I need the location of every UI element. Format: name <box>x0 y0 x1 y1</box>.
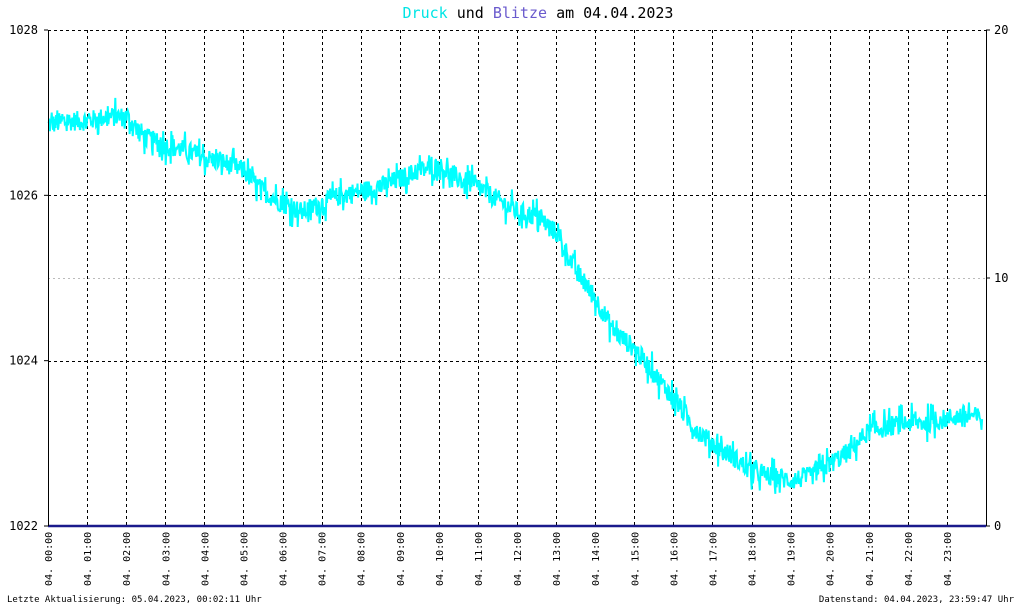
left-axis-tick-label: 1026 <box>9 188 38 202</box>
x-axis-tick-label: 04. 13:00 <box>552 532 563 586</box>
x-axis-tick-label: 04. 12:00 <box>513 532 524 586</box>
x-axis-tick-label: 04. 23:00 <box>943 532 954 586</box>
title-am: am <box>556 4 574 22</box>
title-und: und <box>457 4 484 22</box>
x-axis-tick-label: 04. 14:00 <box>591 532 602 586</box>
footer-last-update: Letzte Aktualisierung: 05.04.2023, 00:02… <box>7 595 262 605</box>
x-axis-tick-label: 04. 22:00 <box>904 532 915 586</box>
right-axis-tick-label: 0 <box>994 519 1001 533</box>
x-axis-tick-label: 04. 18:00 <box>748 532 759 586</box>
footer-data-status: Datenstand: 04.04.2023, 23:59:47 Uhr <box>819 595 1015 605</box>
title-spacer <box>574 4 583 22</box>
title-date: 04.04.2023 <box>583 4 673 22</box>
x-axis-tick-label: 04. 00:00 <box>44 532 55 586</box>
right-axis-labels: 0 10 20 <box>986 23 1008 533</box>
x-axis-tick-label: 04. 15:00 <box>630 532 641 586</box>
title-spacer <box>448 4 457 22</box>
x-axis-tick-label: 04. 21:00 <box>865 532 876 586</box>
x-axis-tick-label: 04. 01:00 <box>83 532 94 586</box>
x-axis-tick-label: 04. 06:00 <box>279 532 290 586</box>
x-axis-tick-label: 04. 07:00 <box>318 532 329 586</box>
title-spacer <box>547 4 556 22</box>
grid-lines <box>48 30 986 526</box>
title-series-druck: Druck <box>403 4 448 22</box>
x-axis-tick-label: 04. 02:00 <box>122 532 133 586</box>
right-axis-tick-label: 10 <box>994 271 1008 285</box>
x-axis-tick-label: 04. 20:00 <box>826 532 837 586</box>
plot-area <box>47 97 986 528</box>
right-axis-tick-label: 20 <box>994 23 1008 37</box>
title-spacer <box>484 4 493 22</box>
x-axis-labels: 04. 00:00 04. 01:00 04. 02:00 04. 03:00 04. … <box>44 532 954 586</box>
left-axis-tick-label: 1028 <box>9 23 38 37</box>
x-axis-tick-label: 04. 05:00 <box>239 532 250 586</box>
left-axis-tick-label: 1024 <box>9 354 38 368</box>
x-axis-tick-label: 04. 03:00 <box>161 532 172 586</box>
x-axis-tick-label: 04. 08:00 <box>357 532 368 586</box>
left-axis-tick-label: 1022 <box>9 519 38 533</box>
x-axis-tick-label: 04. 04:00 <box>200 532 211 586</box>
left-axis-labels: 1022 1024 1026 1028 <box>9 23 48 533</box>
x-axis-tick-label: 04. 09:00 <box>396 532 407 586</box>
x-axis-tick-label: 04. 10:00 <box>435 532 446 586</box>
title-series-blitze: Blitze <box>493 4 547 22</box>
x-axis-tick-label: 04. 11:00 <box>474 532 485 586</box>
x-axis-tick-label: 04. 17:00 <box>708 532 719 586</box>
pressure-series-line <box>47 97 984 494</box>
x-axis-tick-label: 04. 16:00 <box>669 532 680 586</box>
chart-title: Druck und Blitze am 04.04.2023 <box>403 4 674 22</box>
x-axis-tick-label: 04. 19:00 <box>787 532 798 586</box>
